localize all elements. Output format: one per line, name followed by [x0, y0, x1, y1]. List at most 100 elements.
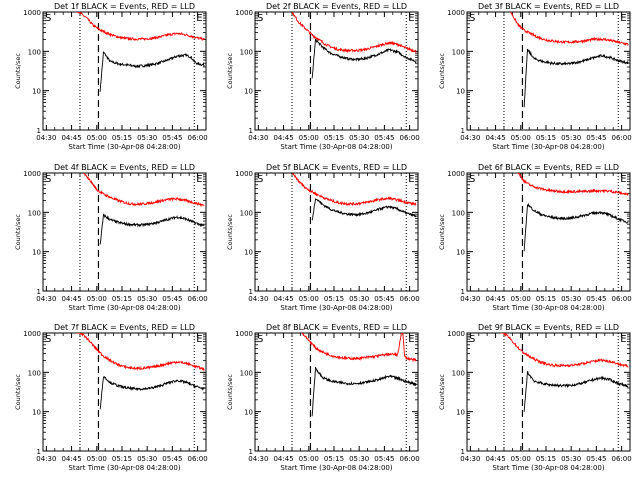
panel-title: Det 9f BLACK = Events, RED = LLD — [478, 323, 619, 332]
y-tick-label: 100 — [240, 209, 253, 217]
y-axis-label: Counts/sec — [14, 374, 22, 410]
x-tick-label: 04:45 — [485, 455, 505, 463]
x-axis-label: Start Time (30-Apr-08 04:28:00) — [492, 304, 604, 312]
x-tick-label: 05:15 — [536, 134, 556, 142]
x-tick-label: 06:00 — [612, 295, 632, 303]
series-line-events — [99, 213, 205, 245]
x-tick-label: 06:00 — [188, 134, 208, 142]
y-tick-label: 1000 — [23, 9, 41, 17]
plot-frame — [254, 172, 419, 292]
y-tick-label: 100 — [240, 369, 253, 377]
x-tick-label: 06:00 — [400, 295, 420, 303]
series-line-events — [523, 370, 629, 412]
x-tick-label: 06:00 — [612, 455, 632, 463]
series-line-lld — [76, 333, 205, 372]
y-tick-label: 1000 — [235, 9, 253, 17]
start-marker-label: S — [45, 334, 51, 345]
y-axis-label: Counts/sec — [14, 214, 22, 250]
end-marker-label: E — [408, 13, 414, 24]
y-tick-label: 100 — [28, 48, 41, 56]
y-tick-label: 100 — [452, 369, 465, 377]
x-axis-label: Start Time (30-Apr-08 04:28:00) — [280, 304, 392, 312]
y-tick-label: 10 — [244, 409, 253, 417]
start-marker-label: S — [469, 334, 475, 345]
series-line-lld — [82, 173, 205, 207]
y-tick-label: 100 — [240, 48, 253, 56]
x-tick-label: 04:30 — [36, 134, 56, 142]
plot-frame — [466, 11, 631, 131]
y-tick-label: 1 — [249, 448, 253, 456]
x-tick-label: 05:00 — [299, 455, 319, 463]
x-tick-label: 05:00 — [299, 134, 319, 142]
y-tick-label: 1000 — [235, 330, 253, 338]
x-tick-label: 05:15 — [112, 455, 132, 463]
y-tick-label: 1 — [461, 127, 465, 135]
y-tick-label: 100 — [452, 209, 465, 217]
detector-panel-1: Det 1f BLACK = Events, RED = LLD Start Ti… — [14, 2, 208, 151]
start-marker-label: S — [257, 13, 263, 24]
y-tick-label: 10 — [456, 249, 465, 257]
x-tick-label: 05:15 — [112, 295, 132, 303]
x-tick-label: 05:15 — [536, 455, 556, 463]
x-tick-label: 04:30 — [248, 295, 268, 303]
x-tick-label: 05:45 — [162, 455, 182, 463]
end-marker-label: E — [620, 334, 626, 345]
panel-title: Det 3f BLACK = Events, RED = LLD — [478, 2, 619, 11]
x-axis-label: Start Time (30-Apr-08 04:28:00) — [280, 143, 392, 151]
y-axis-label: Counts/sec — [14, 53, 22, 89]
x-tick-label: 04:45 — [273, 295, 293, 303]
y-tick-label: 1000 — [447, 9, 465, 17]
panel-title: Det 4f BLACK = Events, RED = LLD — [54, 163, 195, 172]
detector-panel-5: Det 5f BLACK = Events, RED = LLD Start Ti… — [226, 163, 420, 312]
x-tick-label: 05:00 — [511, 295, 531, 303]
x-tick-label: 05:00 — [87, 134, 107, 142]
x-tick-label: 05:15 — [324, 455, 344, 463]
x-axis-label: Start Time (30-Apr-08 04:28:00) — [68, 464, 180, 472]
y-tick-label: 10 — [32, 409, 41, 417]
start-marker-label: S — [469, 13, 475, 24]
x-tick-label: 05:15 — [536, 295, 556, 303]
panel-title: Det 2f BLACK = Events, RED = LLD — [266, 2, 407, 11]
x-axis-label: Start Time (30-Apr-08 04:28:00) — [68, 143, 180, 151]
plot-frame — [254, 11, 419, 131]
start-marker-label: S — [257, 334, 263, 345]
x-tick-label: 04:30 — [248, 134, 268, 142]
plot-frame — [466, 172, 631, 292]
y-tick-label: 1 — [461, 288, 465, 296]
y-tick-label: 100 — [452, 48, 465, 56]
x-tick-label: 05:00 — [87, 455, 107, 463]
end-marker-label: E — [196, 174, 202, 185]
panel-title: Det 7f BLACK = Events, RED = LLD — [54, 323, 195, 332]
series-line-lld — [517, 173, 629, 196]
series-line-events — [311, 197, 417, 221]
y-axis-label: Counts/sec — [226, 374, 234, 410]
series-line-lld — [510, 12, 629, 47]
y-tick-label: 1 — [37, 127, 41, 135]
x-tick-label: 06:00 — [400, 134, 420, 142]
x-axis-label: Start Time (30-Apr-08 04:28:00) — [492, 464, 604, 472]
x-tick-label: 05:30 — [349, 455, 369, 463]
detector-panel-3: Det 3f BLACK = Events, RED = LLD Start Ti… — [438, 2, 632, 151]
x-tick-label: 05:45 — [374, 295, 394, 303]
end-marker-label: E — [408, 334, 414, 345]
y-tick-label: 10 — [32, 88, 41, 96]
y-tick-label: 1 — [249, 288, 253, 296]
detector-panel-7: Det 7f BLACK = Events, RED = LLD Start Ti… — [14, 323, 208, 472]
y-axis-label: Counts/sec — [438, 53, 446, 89]
x-tick-label: 05:00 — [511, 134, 531, 142]
start-marker-label: S — [45, 174, 51, 185]
x-tick-label: 04:45 — [485, 134, 505, 142]
y-tick-label: 1 — [37, 288, 41, 296]
y-tick-label: 10 — [456, 88, 465, 96]
y-axis-label: Counts/sec — [438, 214, 446, 250]
end-marker-label: E — [196, 13, 202, 24]
x-tick-label: 05:45 — [374, 455, 394, 463]
y-tick-label: 10 — [32, 249, 41, 257]
x-tick-label: 05:30 — [137, 134, 157, 142]
plot-frame — [466, 332, 631, 452]
x-tick-label: 04:30 — [460, 455, 480, 463]
panel-title: Det 5f BLACK = Events, RED = LLD — [266, 163, 407, 172]
x-tick-label: 05:00 — [87, 295, 107, 303]
x-tick-label: 04:45 — [61, 295, 81, 303]
x-tick-label: 05:00 — [511, 455, 531, 463]
